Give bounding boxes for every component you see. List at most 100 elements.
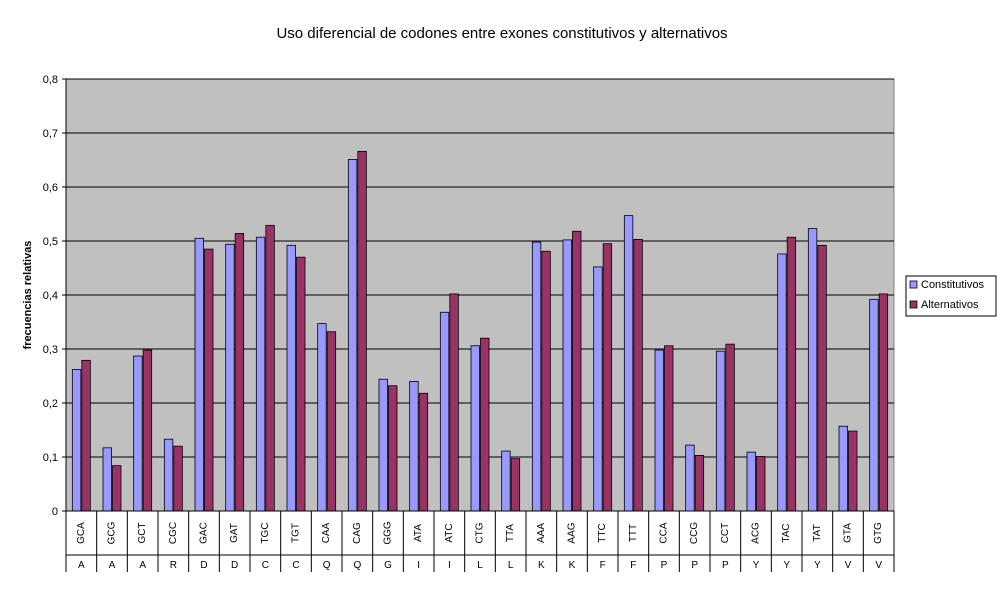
bar-constitutivos-gta bbox=[838, 425, 848, 512]
x-axis: GCAAGCGAGCTACGCRGACDGATDTGCCTGTCCAAQCAGQ… bbox=[65, 510, 895, 572]
bar-alternativos-tgt bbox=[296, 256, 306, 512]
y-tick-label: 0,3 bbox=[43, 344, 58, 356]
y-tick-label: 0,5 bbox=[43, 236, 58, 248]
x-tick-label-amino-acid: L bbox=[508, 560, 514, 571]
bar-alternativos-cgc bbox=[173, 445, 183, 512]
x-tick-label-amino-acid: Q bbox=[323, 560, 331, 571]
x-tick-label-codon: CAG bbox=[352, 522, 363, 544]
x-tick-label-amino-acid: A bbox=[78, 560, 85, 571]
bars bbox=[71, 150, 889, 512]
x-tick-label-codon: CCT bbox=[720, 523, 731, 544]
y-tick-label: 0,1 bbox=[43, 452, 58, 464]
bar-alternativos-tta bbox=[510, 458, 521, 512]
bar-alternativos-cct bbox=[725, 343, 735, 512]
bar-alternativos-ggg bbox=[388, 385, 398, 512]
bar-alternativos-cag bbox=[357, 150, 367, 512]
bar-constitutivos-caa bbox=[317, 323, 327, 512]
bar-alternativos-ctg bbox=[480, 337, 490, 512]
bar-constitutivos-cag bbox=[347, 159, 358, 512]
x-tick-label-codon: TAC bbox=[781, 523, 792, 542]
y-tick-label: 0,8 bbox=[43, 74, 58, 86]
x-tick-label-codon: AAG bbox=[567, 522, 578, 543]
bar-alternativos-gtg bbox=[878, 293, 889, 512]
bar-alternativos-aag bbox=[572, 230, 582, 512]
bar-alternativos-gca bbox=[81, 359, 91, 512]
x-tick-label-amino-acid: P bbox=[661, 560, 668, 571]
x-tick-label-amino-acid: G bbox=[384, 560, 392, 571]
legend-swatch-alternativos bbox=[909, 300, 918, 309]
legend: Constitutivos Alternativos bbox=[905, 275, 997, 317]
x-tick-label-amino-acid: C bbox=[292, 560, 299, 571]
bar-alternativos-gac bbox=[204, 248, 214, 512]
x-tick-label-amino-acid: K bbox=[538, 560, 545, 571]
x-tick-label-amino-acid: F bbox=[600, 560, 606, 571]
x-tick-label-amino-acid: I bbox=[417, 560, 420, 571]
grid-lines bbox=[66, 78, 894, 458]
bar-alternativos-tat bbox=[817, 244, 827, 512]
x-tick-label-codon: CAA bbox=[321, 522, 332, 543]
x-tick-label-codon: ATA bbox=[413, 524, 424, 542]
bar-constitutivos-gcg bbox=[102, 447, 112, 512]
y-axis-label: frecuencias relativas bbox=[22, 241, 34, 350]
bar-constitutivos-tta bbox=[501, 450, 511, 512]
y-tick-label: 0,4 bbox=[43, 290, 58, 302]
bar-alternativos-gat bbox=[234, 233, 245, 512]
x-tick-label-amino-acid: D bbox=[200, 560, 207, 571]
bar-alternativos-atc bbox=[449, 293, 459, 512]
bar-constitutivos-ata bbox=[409, 380, 419, 512]
x-tick-label-amino-acid: V bbox=[875, 560, 882, 571]
x-tick-label-amino-acid: Y bbox=[814, 560, 821, 571]
bar-alternativos-tac bbox=[786, 236, 797, 512]
x-tick-label-amino-acid: Y bbox=[783, 560, 790, 571]
legend-label-alternativos: Alternativos bbox=[921, 299, 979, 311]
x-tick-label-codon: GCG bbox=[107, 521, 118, 544]
x-tick-label-codon: ACG bbox=[751, 522, 762, 544]
bar-constitutivos-gct bbox=[133, 355, 143, 512]
bar-alternativos-gcg bbox=[112, 465, 122, 512]
x-tick-label-codon: GCA bbox=[76, 522, 87, 544]
x-tick-label-amino-acid: Q bbox=[353, 560, 361, 571]
x-tick-label-amino-acid: P bbox=[691, 560, 698, 571]
bar-constitutivos-aag bbox=[562, 239, 572, 512]
bar-constitutivos-acg bbox=[746, 451, 756, 512]
bar-constitutivos-ctg bbox=[470, 345, 480, 512]
bar-constitutivos-atc bbox=[439, 311, 450, 512]
chart-title: Uso diferencial de codones entre exones … bbox=[276, 25, 727, 42]
bar-constitutivos-gac bbox=[194, 237, 204, 512]
x-tick-label-amino-acid: P bbox=[722, 560, 729, 571]
x-tick-label-amino-acid: C bbox=[262, 560, 269, 571]
x-tick-label-codon: TTA bbox=[505, 524, 516, 542]
x-tick-label-codon: GCT bbox=[137, 522, 148, 543]
bar-constitutivos-aaa bbox=[531, 241, 542, 512]
bar-constitutivos-tat bbox=[807, 228, 818, 512]
y-tick-label: 0,6 bbox=[43, 182, 58, 194]
bar-constitutivos-ttc bbox=[593, 266, 603, 512]
x-tick-label-codon: GGG bbox=[383, 521, 394, 545]
x-tick-label-amino-acid: A bbox=[139, 560, 146, 571]
x-tick-label-codon: AAA bbox=[536, 523, 547, 543]
bar-constitutivos-cct bbox=[715, 350, 726, 512]
x-tick-label-amino-acid: K bbox=[569, 560, 576, 571]
bar-constitutivos-gtg bbox=[869, 298, 879, 512]
bar-alternativos-ttc bbox=[602, 243, 613, 512]
legend-box bbox=[905, 275, 997, 317]
x-tick-label-codon: TTC bbox=[597, 523, 608, 542]
bar-alternativos-acg bbox=[756, 456, 766, 512]
bar-constitutivos-ggg bbox=[378, 378, 388, 512]
bar-alternativos-ttt bbox=[633, 238, 643, 512]
x-tick-label-codon: GTG bbox=[873, 522, 884, 544]
y-tick-label: 0,7 bbox=[43, 128, 58, 140]
x-tick-label-codon: TGC bbox=[260, 522, 271, 543]
y-tick-label: 0,2 bbox=[43, 398, 58, 410]
bar-alternativos-gta bbox=[848, 430, 858, 512]
bar-alternativos-ccg bbox=[694, 454, 705, 512]
legend-swatch-constitutivos bbox=[909, 280, 918, 289]
bar-constitutivos-tgt bbox=[286, 244, 296, 512]
bar-alternativos-gct bbox=[142, 349, 153, 512]
x-tick-label-codon: GTA bbox=[843, 523, 854, 543]
x-tick-label-amino-acid: F bbox=[630, 560, 636, 571]
x-tick-label-codon: GAT bbox=[229, 523, 240, 543]
bar-constitutivos-ttt bbox=[623, 215, 634, 512]
x-tick-label-amino-acid: V bbox=[845, 560, 852, 571]
